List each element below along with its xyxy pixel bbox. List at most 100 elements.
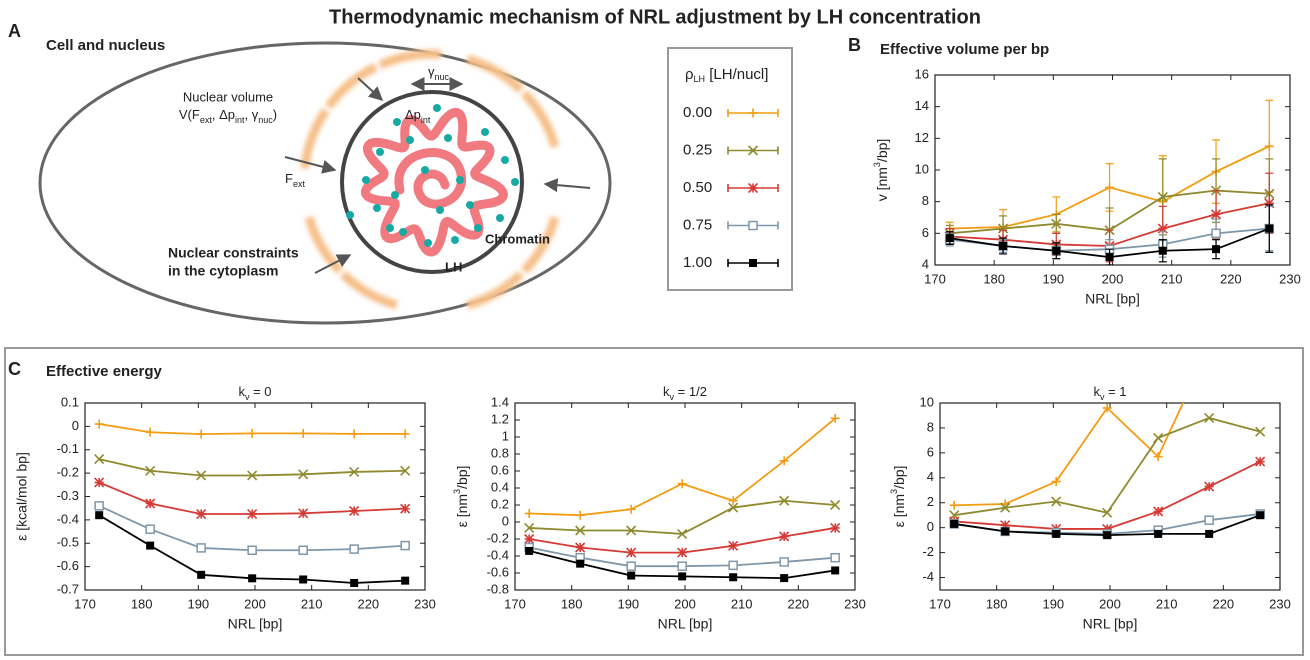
panel-label: B: [848, 35, 861, 55]
marker-stroke: [575, 542, 586, 553]
data-point: [524, 509, 534, 518]
data-point: [524, 522, 535, 534]
data-point: [349, 429, 359, 439]
legend-title-part: LH: [694, 74, 706, 84]
y-tick-label: 4: [922, 256, 929, 271]
legend-marker: [748, 220, 758, 231]
legend-label: 1.00: [683, 254, 712, 271]
y-tick-label: 0: [72, 418, 79, 433]
marker-square: [299, 575, 308, 584]
y-tick-label: 4: [927, 469, 934, 484]
data-point: [1158, 246, 1167, 255]
y-tick-label: -0.2: [487, 530, 509, 545]
y-tick-label: -0.6: [487, 564, 509, 579]
x-tick-label: 220: [787, 596, 809, 611]
x-tick-label: 210: [1161, 271, 1183, 286]
linker-histone: [386, 224, 394, 232]
chart-title-part: v: [1100, 392, 1105, 402]
linker-histone: [399, 228, 407, 236]
data-point: [1154, 529, 1163, 538]
data-point: [728, 540, 739, 551]
data-point: [1105, 182, 1115, 192]
marker-stroke: [400, 465, 411, 476]
chart-title-part: k: [663, 384, 670, 399]
y-tick-label: -2: [922, 544, 934, 559]
data-point: [780, 574, 789, 583]
diagram-title: Cell and nucleus: [46, 37, 165, 54]
y-axis-label: ε [kcal/mol bp]: [14, 452, 30, 541]
data-point: [677, 479, 687, 489]
marker-square: [780, 574, 789, 583]
x-tick-label: 210: [1156, 596, 1178, 611]
data-point: [1153, 432, 1164, 443]
marker-stroke: [524, 533, 535, 545]
data-point: [678, 572, 687, 581]
data-point: [525, 546, 534, 555]
linker-histone: [421, 166, 429, 174]
data-point: [949, 500, 959, 510]
data-point: [728, 496, 738, 506]
legend-marker: [747, 145, 759, 156]
data-point: [626, 547, 637, 558]
marker-square: [248, 574, 257, 583]
data-point: [349, 505, 360, 517]
figure-title: Thermodynamic mechanism of NRL adjustmen…: [329, 6, 981, 28]
data-point: [677, 561, 687, 571]
plot-area: [524, 413, 841, 583]
y-tick-label: 0: [927, 519, 934, 534]
marker-square: [779, 557, 789, 567]
legend-title: ρLH [LH/nucl]: [685, 66, 768, 84]
marker-square: [729, 573, 738, 582]
marker-square: [1158, 246, 1167, 255]
x-tick-label: 170: [74, 596, 96, 611]
linker-histone: [481, 128, 489, 136]
data-point: [830, 413, 840, 423]
marker-square: [1211, 228, 1221, 239]
marker-square: [1265, 224, 1274, 233]
linker-histone: [391, 191, 399, 199]
x-tick-label: 170: [929, 596, 951, 611]
marker-square: [146, 541, 155, 550]
marker-square: [677, 561, 687, 571]
data-point: [247, 508, 258, 520]
marker-stroke: [779, 531, 790, 542]
plot-frame: [84, 402, 426, 591]
marker-stroke: [1000, 502, 1011, 513]
linker-histone: [393, 118, 401, 126]
data-point: [1255, 456, 1266, 467]
y-axis-label: ε [nm3/bp]: [452, 466, 469, 528]
force-arrow: [357, 77, 384, 101]
linker-histone: [362, 176, 370, 184]
data-point: [1212, 245, 1221, 254]
data-point: [626, 504, 636, 514]
data-point: [1264, 141, 1274, 151]
legend-box: [667, 47, 793, 291]
panel-label: A: [8, 21, 21, 41]
linker-histone: [496, 214, 504, 222]
marker-stroke: [747, 182, 759, 194]
marker-stroke: [298, 469, 309, 480]
legend-label: 0.50: [683, 179, 712, 196]
marker-square: [1001, 527, 1010, 536]
y-axis-label-part: 3: [872, 162, 882, 167]
data-point: [1204, 412, 1215, 424]
marker-square: [945, 234, 954, 243]
y-axis-label: ε [nm3/bp]: [889, 466, 906, 528]
data-point: [831, 566, 840, 575]
linker-histone: [444, 134, 452, 142]
x-axis-label: NRL [bp]: [1085, 291, 1140, 307]
data-point: [627, 571, 636, 580]
marker-stroke: [779, 495, 790, 506]
constraint-arc: [520, 215, 560, 275]
marker-stroke: [830, 499, 841, 511]
marker-stroke: [349, 466, 360, 478]
series-line: [98, 458, 406, 477]
x-tick-label: 230: [414, 596, 436, 611]
x-tick-label: 190: [1042, 596, 1064, 611]
data-point: [997, 223, 1009, 234]
marker-stroke: [349, 505, 360, 517]
data-point: [1102, 403, 1112, 413]
chromatin: [360, 107, 508, 257]
data-point: [145, 524, 155, 534]
